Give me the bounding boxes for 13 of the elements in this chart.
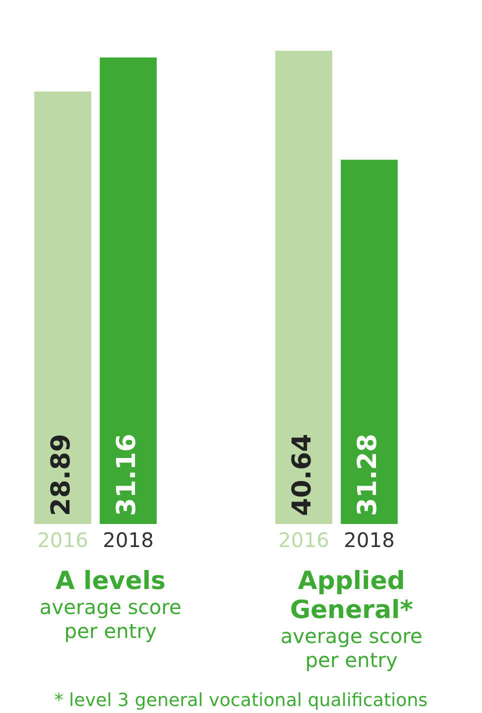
text: * level 3 general vocational qualifications [53,690,429,711]
x-tick-label: 2018 [102,528,154,552]
text: A levels [54,566,167,595]
data-label: 40.64 [288,434,318,516]
x-tick-label: 2016 [278,528,330,552]
data-label: 31.28 [353,434,383,516]
text: average score per entry [38,595,182,643]
text: Applied General* [288,566,414,624]
x-tick-label: 2018 [344,528,395,552]
data-label: 31.16 [112,434,142,516]
text: average score per entry [280,624,424,672]
data-label: 28.89 [46,434,76,516]
x-tick-label: 2016 [37,528,88,552]
